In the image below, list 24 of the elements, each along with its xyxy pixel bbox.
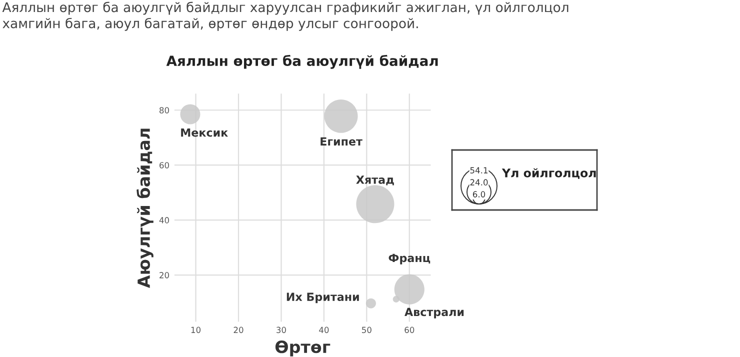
annotation: Мексик bbox=[181, 128, 228, 137]
y-tick-label: 80 bbox=[160, 107, 170, 114]
chart-title: Аяллын өртөг ба аюулгүй байдал bbox=[166, 54, 438, 69]
x-tick-label: 40 bbox=[319, 326, 329, 334]
x-tick-label: 50 bbox=[362, 326, 372, 334]
y-axis-title: Аюулгүй байдал bbox=[136, 128, 154, 288]
annotation: Хятад bbox=[356, 176, 394, 186]
y-tick-label: 40 bbox=[159, 217, 170, 224]
text: Аяллын өртөг ба аюулгүй байдлыг харуулсан графикийг ажиглан, үл ойлголцол хамгийн бага, аюул багатай, өртөг өндөр улсыг сонгоорой. bbox=[2, 2, 568, 31]
annotation: Франц bbox=[388, 254, 430, 264]
legend-title: Үл ойлголцол bbox=[502, 168, 596, 179]
legend-label: 54.1 bbox=[470, 167, 488, 174]
annotation: Их Британи bbox=[286, 292, 359, 304]
legend-label: 24.0 bbox=[470, 179, 488, 186]
legend-label: 6.0 bbox=[472, 191, 486, 198]
x-tick-label: 20 bbox=[234, 326, 244, 334]
annotation: Египет bbox=[320, 137, 362, 146]
x-tick-label: 60 bbox=[404, 326, 414, 334]
y-tick-label: 60 bbox=[160, 162, 170, 168]
y-tick-label: 20 bbox=[160, 272, 170, 278]
x-axis-title: Өртөг bbox=[275, 340, 330, 356]
x-tick-label: 10 bbox=[191, 326, 201, 334]
annotation: Австрали bbox=[404, 308, 464, 318]
x-tick-label: 30 bbox=[276, 326, 286, 334]
